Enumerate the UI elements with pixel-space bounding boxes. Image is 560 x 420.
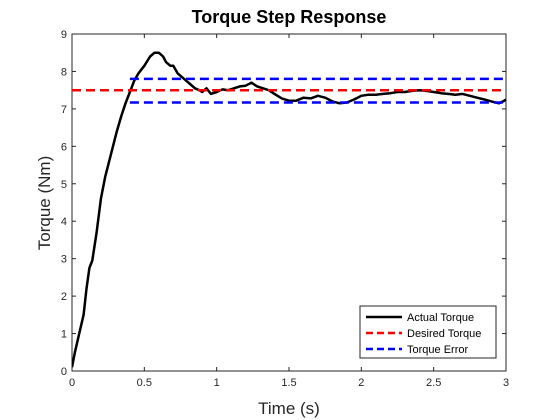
legend: Actual Torque Desired Torque Torque Error <box>359 305 497 359</box>
y-tick-label: 7 <box>61 104 67 116</box>
y-tick-label: 9 <box>61 29 67 41</box>
x-axis-label: Time (s) <box>258 399 320 418</box>
x-tick-label: 2.5 <box>426 377 441 389</box>
legend-label: Desired Torque <box>407 328 481 340</box>
x-tick-label: 3 <box>503 377 509 389</box>
series-layer <box>72 51 506 368</box>
y-tick-label: 2 <box>61 291 67 303</box>
x-tick-label: 0.5 <box>137 377 152 389</box>
actual-torque-line <box>72 51 506 368</box>
y-tick-label: 6 <box>61 141 67 153</box>
y-axis-ticks: 0 1 2 3 4 5 6 7 8 9 <box>61 29 506 378</box>
x-tick-label: 2 <box>358 377 364 389</box>
x-tick-label: 1.5 <box>281 377 296 389</box>
x-tick-label: 1 <box>214 377 220 389</box>
y-axis-label: Torque (Nm) <box>35 156 54 250</box>
y-tick-label: 5 <box>61 179 67 191</box>
y-tick-label: 8 <box>61 66 67 78</box>
y-tick-label: 1 <box>61 329 67 341</box>
y-tick-label: 0 <box>61 366 67 378</box>
y-tick-label: 3 <box>61 254 67 266</box>
y-tick-label: 4 <box>61 216 67 228</box>
chart-title: Torque Step Response <box>192 7 387 27</box>
x-tick-label: 0 <box>69 377 75 389</box>
x-axis-ticks: 0 0.5 1 1.5 2 2.5 3 <box>69 34 509 389</box>
legend-label: Torque Error <box>407 344 468 356</box>
legend-label: Actual Torque <box>407 312 474 324</box>
